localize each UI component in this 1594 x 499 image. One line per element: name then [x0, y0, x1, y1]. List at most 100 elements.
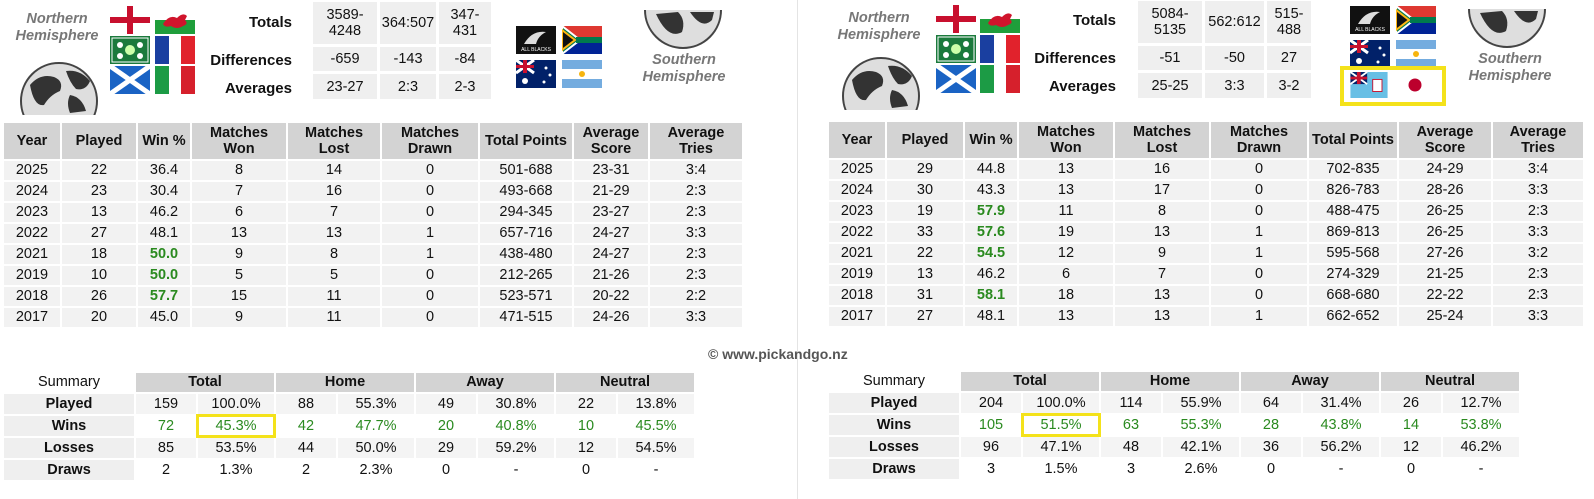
table-cell: 31: [887, 286, 963, 305]
summary-cell: 0: [441, 462, 451, 478]
all-blacks-logo: ALL BLACKS: [1350, 6, 1390, 34]
table-cell: 9: [192, 245, 286, 264]
table-cell: 2018: [829, 286, 885, 305]
summary-cell: 100.0%: [1023, 393, 1099, 413]
table-header-row: Year Played Win % Matches Won Matches Lost Ma…: [4, 123, 742, 159]
table-cell: 3:4: [650, 161, 742, 180]
table-cell: 2025: [4, 161, 60, 180]
table-row: 2018 26 57.7 15 11 0 523-571 20-22 2:2: [4, 287, 742, 306]
summary-cell: 1.5%: [1044, 461, 1078, 477]
table-cell: 13: [1019, 181, 1113, 200]
table-cell: 0: [1211, 181, 1307, 200]
table-row: 2023 13 46.2 6 7 0 294-345 23-27 2:3: [4, 203, 742, 222]
table-cell: 0: [1211, 265, 1307, 284]
table-cell: 19: [1019, 223, 1113, 242]
hemisphere-title-line2: Hemisphere: [642, 69, 726, 85]
table-row: 2025 22 36.4 8 14 0 501-688 23-31 3:4: [4, 161, 742, 180]
table-cell: 869-813: [1309, 223, 1397, 242]
wales-flag-icon: [155, 6, 195, 34]
summary-cell: 55.9%: [1163, 393, 1239, 413]
table-cell: 26-25: [1399, 202, 1491, 221]
italy-flag-icon: [980, 65, 1020, 93]
column-header: Matches Drawn: [382, 123, 478, 159]
scotland-flag-icon: [110, 66, 150, 94]
table-cell: 662-652: [1309, 307, 1397, 326]
table-cell: 6: [1019, 265, 1113, 284]
table-cell: 3:3: [1493, 307, 1583, 326]
table-cell: 438-480: [480, 245, 572, 264]
summary-row: Draws 2 1.3% 2 2.3% 0 - 0 -: [4, 460, 694, 480]
table-cell: 1: [382, 245, 478, 264]
table-cell: 2024: [829, 181, 885, 200]
table-cell: 7: [288, 203, 380, 222]
table-cell: 25-24: [1399, 307, 1491, 326]
summary-cell: 88: [276, 394, 336, 414]
summary-cell: 50.0%: [338, 438, 414, 458]
table-cell: 471-515: [480, 308, 572, 327]
averages-label: Averages: [1049, 78, 1116, 95]
summary-row-label: Draws: [829, 459, 959, 479]
table-cell: 0: [1211, 160, 1307, 179]
table-cell: 523-571: [480, 287, 572, 306]
table-cell: 26-25: [1399, 223, 1491, 242]
hemisphere-title-line1: Southern: [652, 52, 716, 68]
table-cell: 24-26: [574, 308, 648, 327]
table-cell: 5: [192, 266, 286, 285]
summary-cell: 0: [1406, 461, 1416, 477]
table-cell: 11: [288, 287, 380, 306]
table-cell: 2017: [829, 307, 885, 326]
summary-cell: 22: [556, 394, 616, 414]
table-cell: 2:3: [1493, 265, 1583, 284]
france-flag-icon: [980, 35, 1020, 63]
table-cell: 2:3: [650, 245, 742, 264]
table-cell: 24-27: [574, 245, 648, 264]
table-cell: 1: [1211, 307, 1307, 326]
summary-row-label: Wins: [829, 415, 959, 435]
table-cell: 21-26: [574, 266, 648, 285]
hemisphere-title-line1: Southern: [1478, 51, 1542, 67]
summary-cell: 49: [416, 394, 476, 414]
summary-cell: 47.1%: [1023, 437, 1099, 457]
summary-cell: 2: [301, 462, 311, 478]
summary-cell: 54.5%: [618, 438, 694, 458]
table-cell: 44.8: [965, 160, 1017, 179]
table-cell: 2022: [4, 224, 60, 243]
avg-points: 23-27: [313, 74, 377, 99]
table-cell: 8: [1115, 202, 1209, 221]
summary-group-header: Neutral: [556, 373, 694, 392]
table-cell: 1: [1211, 244, 1307, 263]
column-header: Year: [4, 123, 60, 159]
france-flag-icon: [155, 36, 195, 64]
summary-cell: 55.3%: [1180, 417, 1222, 433]
summary-group-header: Total: [136, 373, 274, 392]
table-row: 2018 31 58.1 18 13 0 668-680 22-22 2:3: [829, 286, 1583, 305]
table-cell: 595-568: [1309, 244, 1397, 263]
table-cell: 50.0: [138, 266, 190, 285]
globe-icon: [842, 50, 920, 110]
diff-points: -659: [313, 47, 377, 71]
summary-cell: 53.5%: [198, 438, 274, 458]
table-cell: 23: [62, 182, 136, 201]
column-header: Matches Won: [192, 123, 286, 159]
avg-tries: 3:3: [1205, 73, 1264, 98]
column-header: Average Score: [1399, 122, 1491, 158]
table-cell: 50.0: [138, 245, 190, 264]
table-row: 2017 27 48.1 13 13 1 662-652 25-24 3:3: [829, 307, 1583, 326]
table-row: 2022 33 57.6 19 13 1 869-813 26-25 3:3: [829, 223, 1583, 242]
table-cell: 58.1: [965, 286, 1017, 305]
table-cell: 0: [382, 161, 478, 180]
summary-row: Losses 85 53.5% 44 50.0% 29 59.2% 12 54.5%: [4, 438, 694, 458]
summary-cell: 26: [1381, 393, 1441, 413]
fiji-flag-icon: [1350, 72, 1388, 98]
summary-label: Summary: [862, 373, 926, 389]
hemisphere-title-line1: Northern: [848, 10, 910, 26]
all-blacks-text: ALL BLACKS: [1355, 27, 1385, 33]
column-header: Win %: [138, 123, 190, 159]
table-cell: 3:2: [1493, 244, 1583, 263]
summary-group-header: Home: [276, 373, 414, 392]
table-cell: 8: [288, 245, 380, 264]
summary-row: Wins 105 51.5% 63 55.3% 28 43.8% 14 53.8%: [829, 413, 1519, 437]
panel-divider: [797, 0, 798, 499]
summary-cell: -: [1478, 461, 1484, 477]
column-header: Played: [887, 122, 963, 158]
